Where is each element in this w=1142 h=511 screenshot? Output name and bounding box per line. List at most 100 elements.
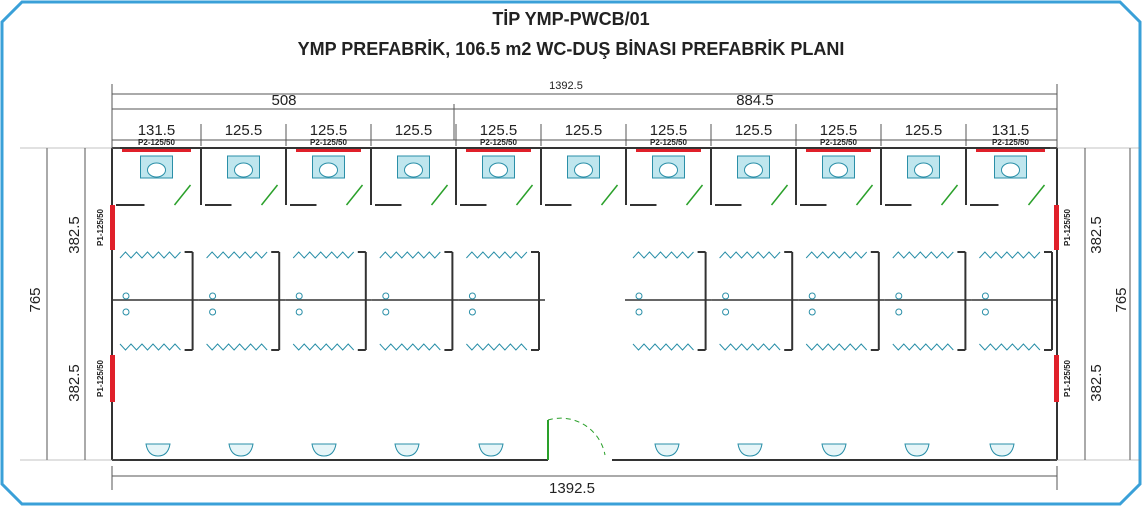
door [345,184,364,206]
subtitle: YMP PREFABRİK, 106.5 m2 WC-DUŞ BİNASI PR… [298,39,845,59]
door [685,184,704,206]
sink [228,443,254,457]
window-label: P1-125/50 [1063,208,1072,245]
drain [209,308,217,316]
dim-label: 131.5 [138,122,176,139]
dim-label: 884.5 [736,92,774,109]
toilet-bowl [404,162,423,178]
dim-label: 382.5 [66,364,83,402]
toilet-bowl [489,162,508,178]
curtain [632,343,694,351]
title: TİP YMP-PWCB/01 [492,9,649,29]
curtain [206,251,268,259]
curtain [292,343,355,351]
sink [989,443,1015,457]
curtain [892,251,954,259]
curtain [805,343,868,351]
toilet-bowl [574,162,593,178]
toilet-bowl [829,162,848,178]
dim-label: 765 [1113,287,1130,312]
dim-label: 125.5 [310,122,348,139]
dim-label: 125.5 [650,122,688,139]
window-label: P1-125/50 [96,359,105,396]
curtain [892,343,954,351]
drain [808,292,816,300]
curtain [805,251,868,259]
window [1054,355,1059,402]
window [296,148,361,152]
window [636,148,701,152]
curtain [119,343,181,351]
toilet-bowl [659,162,678,178]
curtain [466,251,528,259]
dim-label: 125.5 [395,122,433,139]
window-label: P2-125/50 [138,138,175,147]
window-label: P1-125/50 [1063,359,1072,396]
window [110,205,115,250]
dim-label: 382.5 [66,216,83,254]
door [600,184,619,206]
toilet-bowl [1001,162,1020,178]
dim-label: 382.5 [1088,364,1105,402]
toilet-bowl [147,162,166,178]
drain [468,308,476,316]
window-label: P1-125/50 [96,208,105,245]
sink [311,443,337,457]
door [1027,184,1046,206]
door [260,184,279,206]
curtain [719,251,781,259]
drain [295,292,303,300]
window [976,148,1045,152]
door [770,184,789,206]
door [430,184,449,206]
door [515,184,534,206]
drain [981,292,989,300]
drain [808,308,816,316]
dim-label: 125.5 [820,122,858,139]
drain [895,308,903,316]
dim-label: 125.5 [565,122,603,139]
window [1054,205,1059,250]
sink [737,443,763,457]
door [855,184,874,206]
drain [382,292,390,300]
sink [394,443,420,457]
door [173,184,192,206]
curtain [979,251,1041,259]
sink [904,443,930,457]
window [466,148,531,152]
window [110,355,115,402]
window-label: P2-125/50 [992,138,1029,147]
dim-label: 1392.5 [549,480,595,497]
dim-label: 508 [271,92,296,109]
toilet-bowl [744,162,763,178]
drain [209,292,217,300]
curtain [119,251,181,259]
sink [821,443,847,457]
drain [122,292,130,300]
dim-label: 125.5 [735,122,773,139]
window [122,148,191,152]
window-label: P2-125/50 [310,138,347,147]
drain [635,308,643,316]
sink [145,443,171,457]
curtain [632,251,694,259]
door-swing [547,417,606,456]
drain [895,292,903,300]
window-label: P2-125/50 [480,138,517,147]
window-label: P2-125/50 [650,138,687,147]
drain [722,292,730,300]
curtain [379,343,441,351]
curtain [719,343,781,351]
curtain [292,251,355,259]
drain [981,308,989,316]
dim-label: 382.5 [1088,216,1105,254]
toilet-bowl [234,162,253,178]
drain [468,292,476,300]
curtain [979,343,1041,351]
curtain [206,343,268,351]
dim-label: 1392.5 [549,80,583,92]
drain [382,308,390,316]
curtain [466,343,528,351]
